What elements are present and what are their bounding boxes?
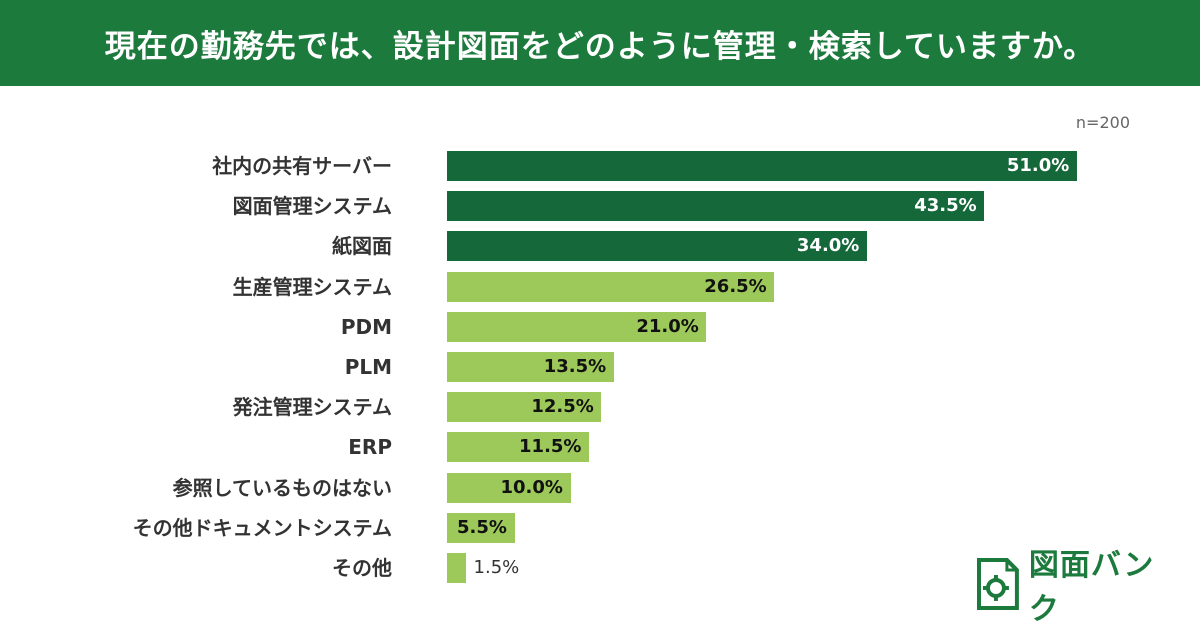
value-label: 12.5%: [531, 396, 594, 417]
value-label: 1.5%: [473, 557, 520, 578]
bar: [447, 272, 775, 302]
bar: [447, 191, 985, 221]
bar: [447, 473, 571, 503]
bar: [447, 553, 466, 583]
category-label: 図面管理システム: [232, 194, 392, 218]
value-label: 10.0%: [500, 477, 563, 498]
bar: [447, 352, 614, 382]
bar: [447, 151, 1077, 181]
value-label: 21.0%: [636, 316, 699, 337]
brand-name: 図面バンク: [1028, 548, 1155, 627]
value-label: 13.5%: [543, 356, 607, 377]
category-label: PDM: [340, 315, 392, 339]
category-label: 生産管理システム: [232, 275, 392, 299]
bar: [447, 513, 515, 543]
bar: [447, 432, 590, 462]
value-label: 26.5%: [704, 276, 767, 297]
category-label: その他ドキュメントシステム: [132, 516, 392, 540]
gear-document-icon: [976, 558, 1019, 610]
category-label: 参照しているものはない: [172, 476, 392, 500]
category-label: 社内の共有サーバー: [212, 154, 392, 178]
bar: [447, 312, 707, 342]
category-label: PLM: [344, 355, 392, 379]
category-label: 紙図面: [332, 234, 392, 258]
value-label: 5.5%: [457, 517, 507, 538]
value-label: 51.0%: [1006, 155, 1070, 176]
value-label: 34.0%: [796, 235, 860, 256]
header-banner: 現在の勤務先では、設計図面をどのように管理・検索していますか。: [0, 0, 1200, 86]
sample-size-note: n=200: [1075, 113, 1130, 132]
category-label: ERP: [348, 435, 392, 459]
brand-logo: 図面バンク: [975, 548, 1185, 627]
bar: [447, 392, 602, 422]
bar: [447, 231, 867, 261]
category-label: その他: [332, 556, 392, 580]
category-label: 発注管理システム: [232, 395, 392, 419]
value-label: 43.5%: [914, 195, 977, 216]
chart-title: 現在の勤務先では、設計図面をどのように管理・検索していますか。: [104, 28, 1096, 65]
value-label: 11.5%: [519, 436, 582, 457]
